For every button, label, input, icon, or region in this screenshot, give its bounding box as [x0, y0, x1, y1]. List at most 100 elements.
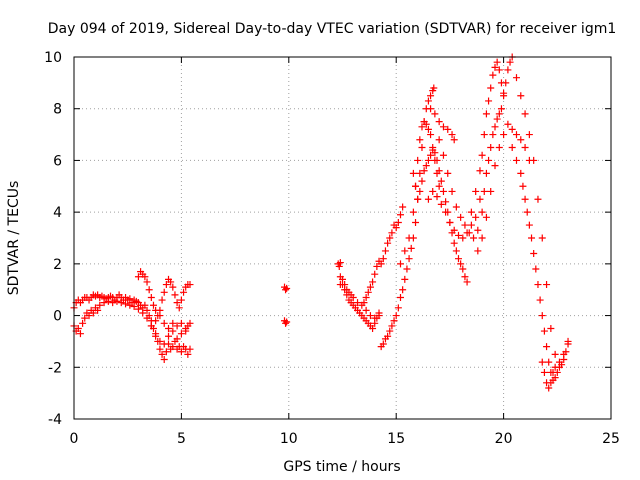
- data-point: [147, 322, 155, 330]
- x-tick-label: 10: [280, 431, 298, 447]
- data-point: [379, 340, 387, 348]
- data-point: [392, 224, 400, 232]
- data-point: [564, 337, 572, 345]
- data-point: [173, 335, 181, 343]
- data-point: [512, 131, 520, 139]
- data-point: [134, 273, 142, 281]
- data-point: [283, 318, 291, 326]
- data-point: [388, 322, 396, 330]
- data-point: [177, 330, 185, 338]
- y-tick-label: 2: [53, 257, 62, 273]
- data-point: [130, 303, 138, 311]
- data-point: [76, 330, 84, 338]
- data-point: [362, 306, 370, 314]
- data-point: [156, 312, 164, 320]
- data-point: [512, 156, 520, 164]
- data-point: [435, 118, 443, 126]
- data-point: [525, 131, 533, 139]
- y-tick-label: 0: [53, 309, 62, 325]
- data-point: [349, 293, 357, 301]
- data-point: [386, 234, 394, 242]
- y-tick-label: -2: [48, 360, 62, 376]
- data-point: [467, 208, 475, 216]
- data-point: [416, 187, 424, 195]
- data-point: [474, 247, 482, 255]
- data-point: [427, 105, 435, 113]
- data-point: [495, 66, 503, 74]
- data-point: [461, 221, 469, 229]
- data-point: [126, 295, 134, 303]
- data-point: [405, 234, 413, 242]
- data-point: [392, 312, 400, 320]
- data-point: [467, 221, 475, 229]
- data-point: [335, 262, 343, 270]
- data-point: [418, 144, 426, 151]
- data-point: [489, 71, 497, 79]
- data-point: [420, 167, 428, 175]
- data-point: [143, 306, 151, 314]
- data-point: [482, 169, 490, 177]
- data-point: [485, 97, 493, 105]
- data-point: [480, 131, 488, 139]
- data-point: [156, 345, 164, 353]
- data-point: [547, 379, 555, 387]
- data-point: [433, 156, 441, 164]
- data-point: [373, 262, 381, 270]
- data-point: [482, 110, 490, 118]
- data-point: [442, 198, 450, 206]
- data-point: [543, 343, 551, 351]
- data-point: [534, 281, 542, 289]
- data-point: [104, 297, 112, 305]
- data-point: [454, 255, 462, 263]
- data-point: [487, 187, 495, 195]
- data-point: [536, 296, 544, 304]
- data-point: [186, 281, 194, 289]
- data-point: [390, 317, 398, 325]
- data-point: [427, 92, 435, 100]
- data-point: [396, 211, 404, 219]
- data-point: [424, 125, 432, 133]
- data-point: [152, 330, 160, 338]
- data-point: [418, 177, 426, 185]
- data-point: [173, 299, 181, 307]
- data-point: [79, 319, 87, 327]
- data-point: [85, 312, 93, 320]
- data-point: [141, 273, 149, 281]
- data-point: [478, 234, 486, 242]
- y-tick-label: 10: [44, 50, 62, 66]
- data-point: [487, 144, 495, 151]
- data-point: [560, 350, 568, 358]
- data-point: [409, 208, 417, 216]
- data-point: [394, 218, 402, 226]
- data-point: [180, 288, 188, 296]
- data-point: [145, 286, 153, 294]
- y-tick-label: 6: [53, 153, 62, 169]
- data-point: [366, 312, 374, 320]
- data-point: [139, 309, 147, 317]
- data-point: [336, 259, 344, 267]
- data-point: [375, 312, 383, 320]
- data-point: [430, 84, 438, 92]
- data-point: [504, 66, 512, 74]
- data-point: [147, 293, 155, 301]
- data-point: [416, 136, 424, 144]
- data-point: [399, 286, 407, 294]
- data-point: [171, 291, 179, 299]
- data-point: [448, 131, 456, 139]
- data-point: [401, 247, 409, 255]
- data-point: [450, 226, 458, 234]
- data-point: [169, 327, 177, 335]
- data-point: [459, 234, 467, 242]
- data-point: [384, 332, 392, 340]
- data-point: [414, 156, 422, 164]
- data-point: [184, 322, 192, 330]
- data-point: [165, 332, 173, 340]
- data-point: [177, 319, 185, 327]
- x-tick-label: 5: [177, 431, 186, 447]
- data-point: [459, 265, 467, 273]
- data-point: [540, 368, 548, 376]
- data-point: [439, 151, 447, 159]
- data-point: [184, 350, 192, 358]
- data-point: [362, 293, 370, 301]
